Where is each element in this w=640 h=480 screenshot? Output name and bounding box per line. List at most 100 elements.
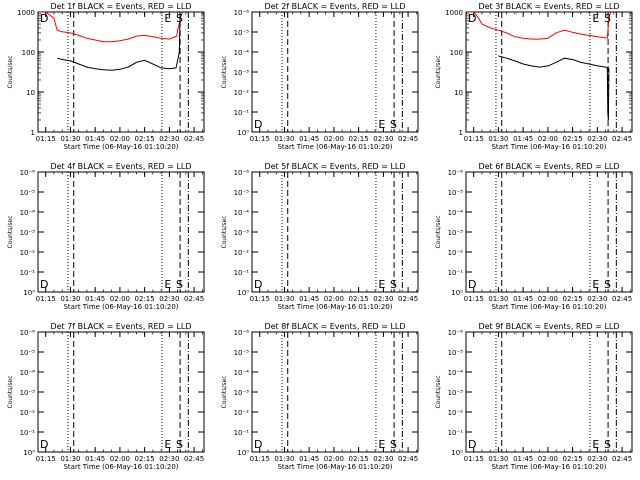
x-tick-label: 02:15	[349, 135, 369, 143]
events-series-line	[57, 13, 181, 71]
detector-panel-1: Det 1f BLACK = Events, RED = LLD Counts/s…	[7, 2, 205, 151]
flag-label-e: E	[592, 12, 599, 25]
detector-panel-5: Det 5f BLACK = Events, RED = LLD Counts/s…	[221, 162, 419, 311]
plot-frame	[465, 331, 633, 453]
y-tick-label: 10⁰	[23, 449, 35, 457]
y-tick-label: 10⁻²	[234, 409, 250, 417]
x-tick-label: 01:15	[36, 455, 56, 463]
x-tick-label: 01:15	[250, 295, 270, 303]
y-tick-label: 10⁰	[451, 449, 463, 457]
y-tick-label: 10⁻²	[20, 249, 36, 257]
y-axis-label: Counts/sec	[7, 55, 14, 88]
y-tick-label: 10⁻²	[20, 409, 36, 417]
flag-label-e: E	[592, 438, 599, 451]
x-tick-label: 01:15	[36, 135, 56, 143]
x-tick-label: 02:45	[612, 455, 632, 463]
x-tick-label: 01:45	[513, 295, 533, 303]
y-axis-label: Counts/sec	[435, 375, 442, 408]
y-tick-label: 10⁻¹	[448, 429, 464, 437]
panel-title: Det 7f BLACK = Events, RED = LLD	[50, 322, 191, 331]
y-tick-label: 10⁻¹	[234, 109, 250, 117]
panel-title: Det 3f BLACK = Events, RED = LLD	[478, 2, 619, 11]
panel-title: Det 2f BLACK = Events, RED = LLD	[264, 2, 405, 11]
flag-label-s: S	[390, 278, 397, 291]
x-tick-label: 02:15	[349, 295, 369, 303]
x-tick-label: 02:15	[135, 295, 155, 303]
detector-panel-6: Det 6f BLACK = Events, RED = LLD Counts/s…	[435, 162, 633, 311]
flag-label-s: S	[176, 278, 183, 291]
x-tick-label: 01:30	[274, 295, 294, 303]
x-axis-label: Start Time (06-May-16 01:10:20)	[277, 143, 392, 151]
y-tick-label: 100	[22, 49, 35, 57]
y-axis-label: Counts/sec	[7, 215, 14, 248]
y-tick-label: 10⁻⁵	[448, 349, 464, 357]
y-tick-label: 10⁰	[237, 449, 249, 457]
x-tick-label: 01:30	[60, 455, 80, 463]
y-tick-label: 10⁰	[237, 289, 249, 297]
x-axis-label: Start Time (06-May-16 01:10:20)	[63, 303, 178, 311]
x-tick-label: 02:30	[587, 295, 607, 303]
y-tick-label: 10⁻⁶	[234, 329, 250, 337]
x-tick-label: 01:15	[250, 135, 270, 143]
panel-title: Det 5f BLACK = Events, RED = LLD	[264, 162, 405, 171]
plot-frame	[465, 11, 633, 133]
x-tick-label: 02:30	[373, 135, 393, 143]
y-tick-label: 10	[26, 89, 35, 97]
x-tick-label: 02:00	[324, 135, 344, 143]
y-tick-label: 10⁻³	[234, 229, 250, 237]
flag-label-e: E	[592, 278, 599, 291]
y-tick-label: 10⁻⁶	[448, 169, 464, 177]
y-tick-label: 10⁻³	[234, 69, 250, 77]
panel-title: Det 1f BLACK = Events, RED = LLD	[50, 2, 191, 11]
x-axis-label: Start Time (06-May-16 01:10:20)	[63, 143, 178, 151]
flag-label-d: D	[254, 438, 262, 451]
x-tick-label: 02:15	[135, 455, 155, 463]
x-tick-label: 01:45	[299, 455, 319, 463]
panel-title: Det 9f BLACK = Events, RED = LLD	[478, 322, 619, 331]
x-tick-label: 02:45	[398, 455, 418, 463]
x-tick-label: 02:45	[612, 295, 632, 303]
x-tick-label: 02:00	[110, 455, 130, 463]
y-tick-label: 10⁻⁴	[448, 369, 464, 377]
detector-panel-8: Det 8f BLACK = Events, RED = LLD Counts/s…	[221, 322, 419, 471]
y-tick-label: 10⁻⁵	[234, 189, 250, 197]
x-tick-label: 02:00	[110, 135, 130, 143]
y-tick-label: 10⁰	[237, 129, 249, 137]
y-tick-label: 10⁻⁴	[20, 369, 36, 377]
x-tick-label: 01:45	[513, 455, 533, 463]
detector-panel-3: Det 3f BLACK = Events, RED = LLD Counts/s…	[435, 2, 633, 151]
x-tick-label: 01:45	[513, 135, 533, 143]
x-axis-label: Start Time (06-May-16 01:10:20)	[63, 463, 178, 471]
panel-title: Det 6f BLACK = Events, RED = LLD	[478, 162, 619, 171]
flag-label-e: E	[164, 438, 171, 451]
y-tick-label: 10⁻⁶	[20, 169, 36, 177]
y-tick-label: 10⁻⁴	[20, 209, 36, 217]
x-tick-label: 02:45	[184, 455, 204, 463]
flag-label-s: S	[604, 438, 611, 451]
y-tick-label: 10	[454, 89, 463, 97]
x-tick-label: 02:00	[324, 295, 344, 303]
y-tick-label: 1	[459, 129, 463, 137]
plot-frame	[37, 11, 205, 133]
x-tick-label: 02:45	[398, 295, 418, 303]
y-tick-label: 10⁻⁴	[234, 49, 250, 57]
y-tick-label: 10⁻³	[20, 389, 36, 397]
flag-label-e: E	[378, 278, 385, 291]
y-tick-label: 10⁻²	[234, 89, 250, 97]
x-tick-label: 02:30	[587, 135, 607, 143]
flag-label-s: S	[604, 12, 611, 25]
flag-label-s: S	[176, 438, 183, 451]
y-tick-label: 10⁻⁴	[234, 209, 250, 217]
y-axis-label: Counts/sec	[221, 375, 228, 408]
plot-frame	[37, 331, 205, 453]
y-tick-label: 10⁻²	[448, 249, 464, 257]
plot-frame	[37, 171, 205, 293]
flag-label-e: E	[164, 278, 171, 291]
y-tick-label: 10⁻¹	[448, 269, 464, 277]
y-axis-label: Counts/sec	[435, 215, 442, 248]
x-tick-label: 01:30	[488, 455, 508, 463]
flag-label-d: D	[468, 12, 476, 25]
x-tick-label: 02:00	[538, 455, 558, 463]
y-tick-label: 1000	[445, 9, 463, 17]
